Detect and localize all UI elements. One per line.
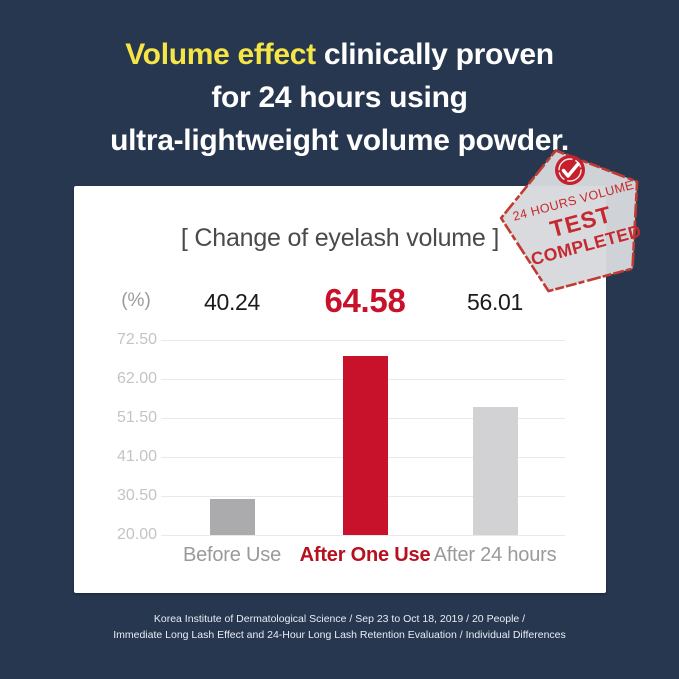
footnote-line-2: Immediate Long Lash Effect and 24-Hour L… [113,629,566,641]
gridline [161,534,565,536]
chart-unit-label: (%) [121,290,151,311]
bar-value-label: 40.24 [203,289,261,315]
x-axis-label: Before Use [182,544,282,566]
y-axis-tick-label: 41.00 [116,448,157,465]
check-circle-icon [555,155,585,185]
bar-before-use [209,498,255,535]
bar-after-24-hours [472,406,518,535]
headline-line-1: Volume effect clinically proven [0,33,679,76]
x-axis-label: After 24 hours [433,544,557,566]
chart-title: [ Change of eyelash volume ] [180,224,500,252]
study-footnote: Korea Institute of Dermatological Scienc… [0,611,679,643]
y-axis-tick-label: 62.00 [116,370,157,387]
chart-card: [ Change of eyelash volume ] (%) 72.50 62… [74,186,606,593]
bar-value-label: 56.01 [466,289,524,315]
stamp-pentagon-badge [499,149,639,293]
gridline [161,339,565,341]
y-axis-tick-label: 30.50 [116,487,157,504]
bar-value-label: 64.58 [324,282,406,319]
x-axis-label: After One Use [299,544,431,566]
bar-after-one-use [342,355,388,535]
y-axis-tick-label: 51.50 [116,409,157,426]
headline-line-1-rest: clinically proven [315,38,554,71]
headline: Volume effect clinically proven for 24 h… [0,33,679,162]
footnote-line-1: Korea Institute of Dermatological Scienc… [153,613,526,625]
headline-line-2: for 24 hours using [211,81,468,114]
bar-chart: 72.50 62.00 51.50 41.00 30.50 20.00 40.24 Befor… [74,186,606,593]
test-completed-stamp: 24 HOURS VOLUME TEST COMPLETED [499,149,644,293]
headline-line-3: ultra-lightweight volume powder. [110,124,569,157]
y-axis-tick-label: 72.50 [116,331,157,348]
headline-highlight: Volume effect [125,38,316,71]
y-axis-tick-label: 20.00 [116,526,157,543]
